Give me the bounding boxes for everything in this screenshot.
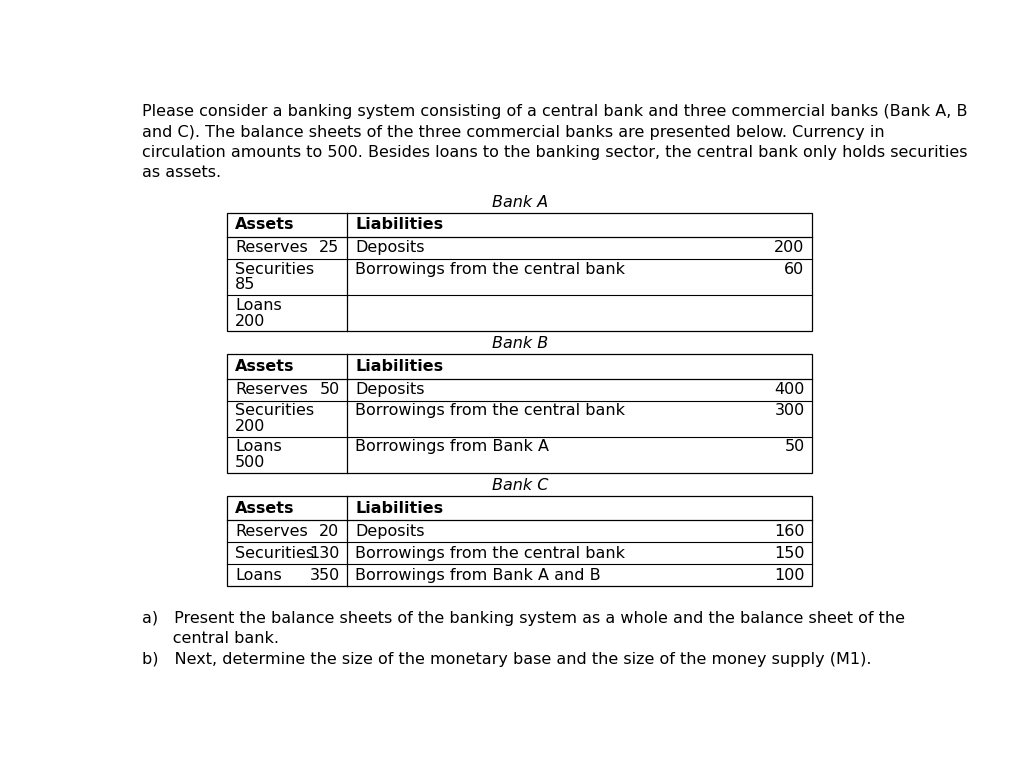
Text: central bank.: central bank. xyxy=(142,631,279,646)
Text: Securities: Securities xyxy=(234,403,314,418)
Text: Securities: Securities xyxy=(234,262,314,276)
Text: Securities: Securities xyxy=(234,546,314,561)
Text: Loans: Loans xyxy=(234,568,282,583)
Bar xyxy=(227,496,812,586)
Text: 100: 100 xyxy=(774,568,805,583)
Text: Liabilities: Liabilities xyxy=(355,501,443,515)
Text: 130: 130 xyxy=(309,546,340,561)
Text: 160: 160 xyxy=(774,524,805,539)
Text: Liabilities: Liabilities xyxy=(355,359,443,374)
Text: circulation amounts to 500. Besides loans to the banking sector, the central ban: circulation amounts to 500. Besides loan… xyxy=(142,145,968,160)
Text: Assets: Assets xyxy=(234,217,295,232)
Text: as assets.: as assets. xyxy=(142,165,221,181)
Text: 400: 400 xyxy=(774,382,805,397)
Text: 60: 60 xyxy=(784,262,805,276)
Text: Borrowings from the central bank: Borrowings from the central bank xyxy=(355,403,625,418)
Text: 20: 20 xyxy=(319,524,340,539)
Text: 350: 350 xyxy=(309,568,340,583)
Text: Deposits: Deposits xyxy=(355,241,425,256)
Text: Bank A: Bank A xyxy=(492,194,548,209)
Text: 50: 50 xyxy=(784,439,805,455)
Text: 200: 200 xyxy=(234,419,265,434)
Text: 85: 85 xyxy=(234,278,255,292)
Text: Assets: Assets xyxy=(234,501,295,515)
Text: Reserves: Reserves xyxy=(234,382,307,397)
Text: 300: 300 xyxy=(774,403,805,418)
Text: Deposits: Deposits xyxy=(355,382,425,397)
Text: 500: 500 xyxy=(234,455,265,471)
Text: 25: 25 xyxy=(319,241,340,256)
Text: b) Next, determine the size of the monetary base and the size of the money suppl: b) Next, determine the size of the monet… xyxy=(142,652,871,666)
Text: Loans: Loans xyxy=(234,439,282,455)
Text: Borrowings from the central bank: Borrowings from the central bank xyxy=(355,262,625,276)
Text: Borrowings from Bank A and B: Borrowings from Bank A and B xyxy=(355,568,601,583)
Bar xyxy=(227,354,812,473)
Text: Reserves: Reserves xyxy=(234,241,307,256)
Text: Borrowings from the central bank: Borrowings from the central bank xyxy=(355,546,625,561)
Text: Assets: Assets xyxy=(234,359,295,374)
Text: Reserves: Reserves xyxy=(234,524,307,539)
Text: Deposits: Deposits xyxy=(355,524,425,539)
Text: Loans: Loans xyxy=(234,298,282,313)
Text: Bank B: Bank B xyxy=(492,336,548,351)
Text: 50: 50 xyxy=(319,382,340,397)
Text: 150: 150 xyxy=(774,546,805,561)
Text: Please consider a banking system consisting of a central bank and three commerci: Please consider a banking system consist… xyxy=(142,104,968,119)
Text: Borrowings from Bank A: Borrowings from Bank A xyxy=(355,439,549,455)
Text: Bank C: Bank C xyxy=(492,478,548,493)
Text: and C). The balance sheets of the three commercial banks are presented below. Cu: and C). The balance sheets of the three … xyxy=(142,124,885,140)
Text: 200: 200 xyxy=(774,241,805,256)
Text: Liabilities: Liabilities xyxy=(355,217,443,232)
Text: a) Present the balance sheets of the banking system as a whole and the balance s: a) Present the balance sheets of the ban… xyxy=(142,611,905,626)
Text: 200: 200 xyxy=(234,313,265,329)
Bar xyxy=(227,213,812,332)
